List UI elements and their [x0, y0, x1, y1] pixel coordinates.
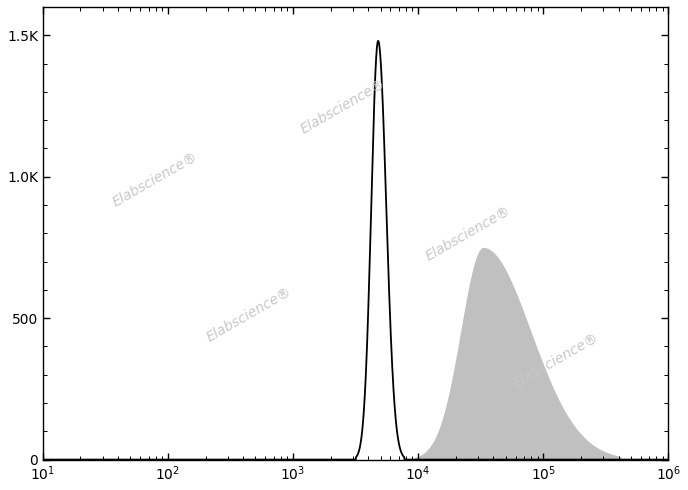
- Text: Elabscience®: Elabscience®: [510, 330, 601, 390]
- Text: Elabscience®: Elabscience®: [423, 203, 513, 263]
- Text: Elabscience®: Elabscience®: [298, 76, 388, 137]
- Text: Elabscience®: Elabscience®: [110, 149, 200, 209]
- Text: Elabscience®: Elabscience®: [204, 285, 294, 345]
